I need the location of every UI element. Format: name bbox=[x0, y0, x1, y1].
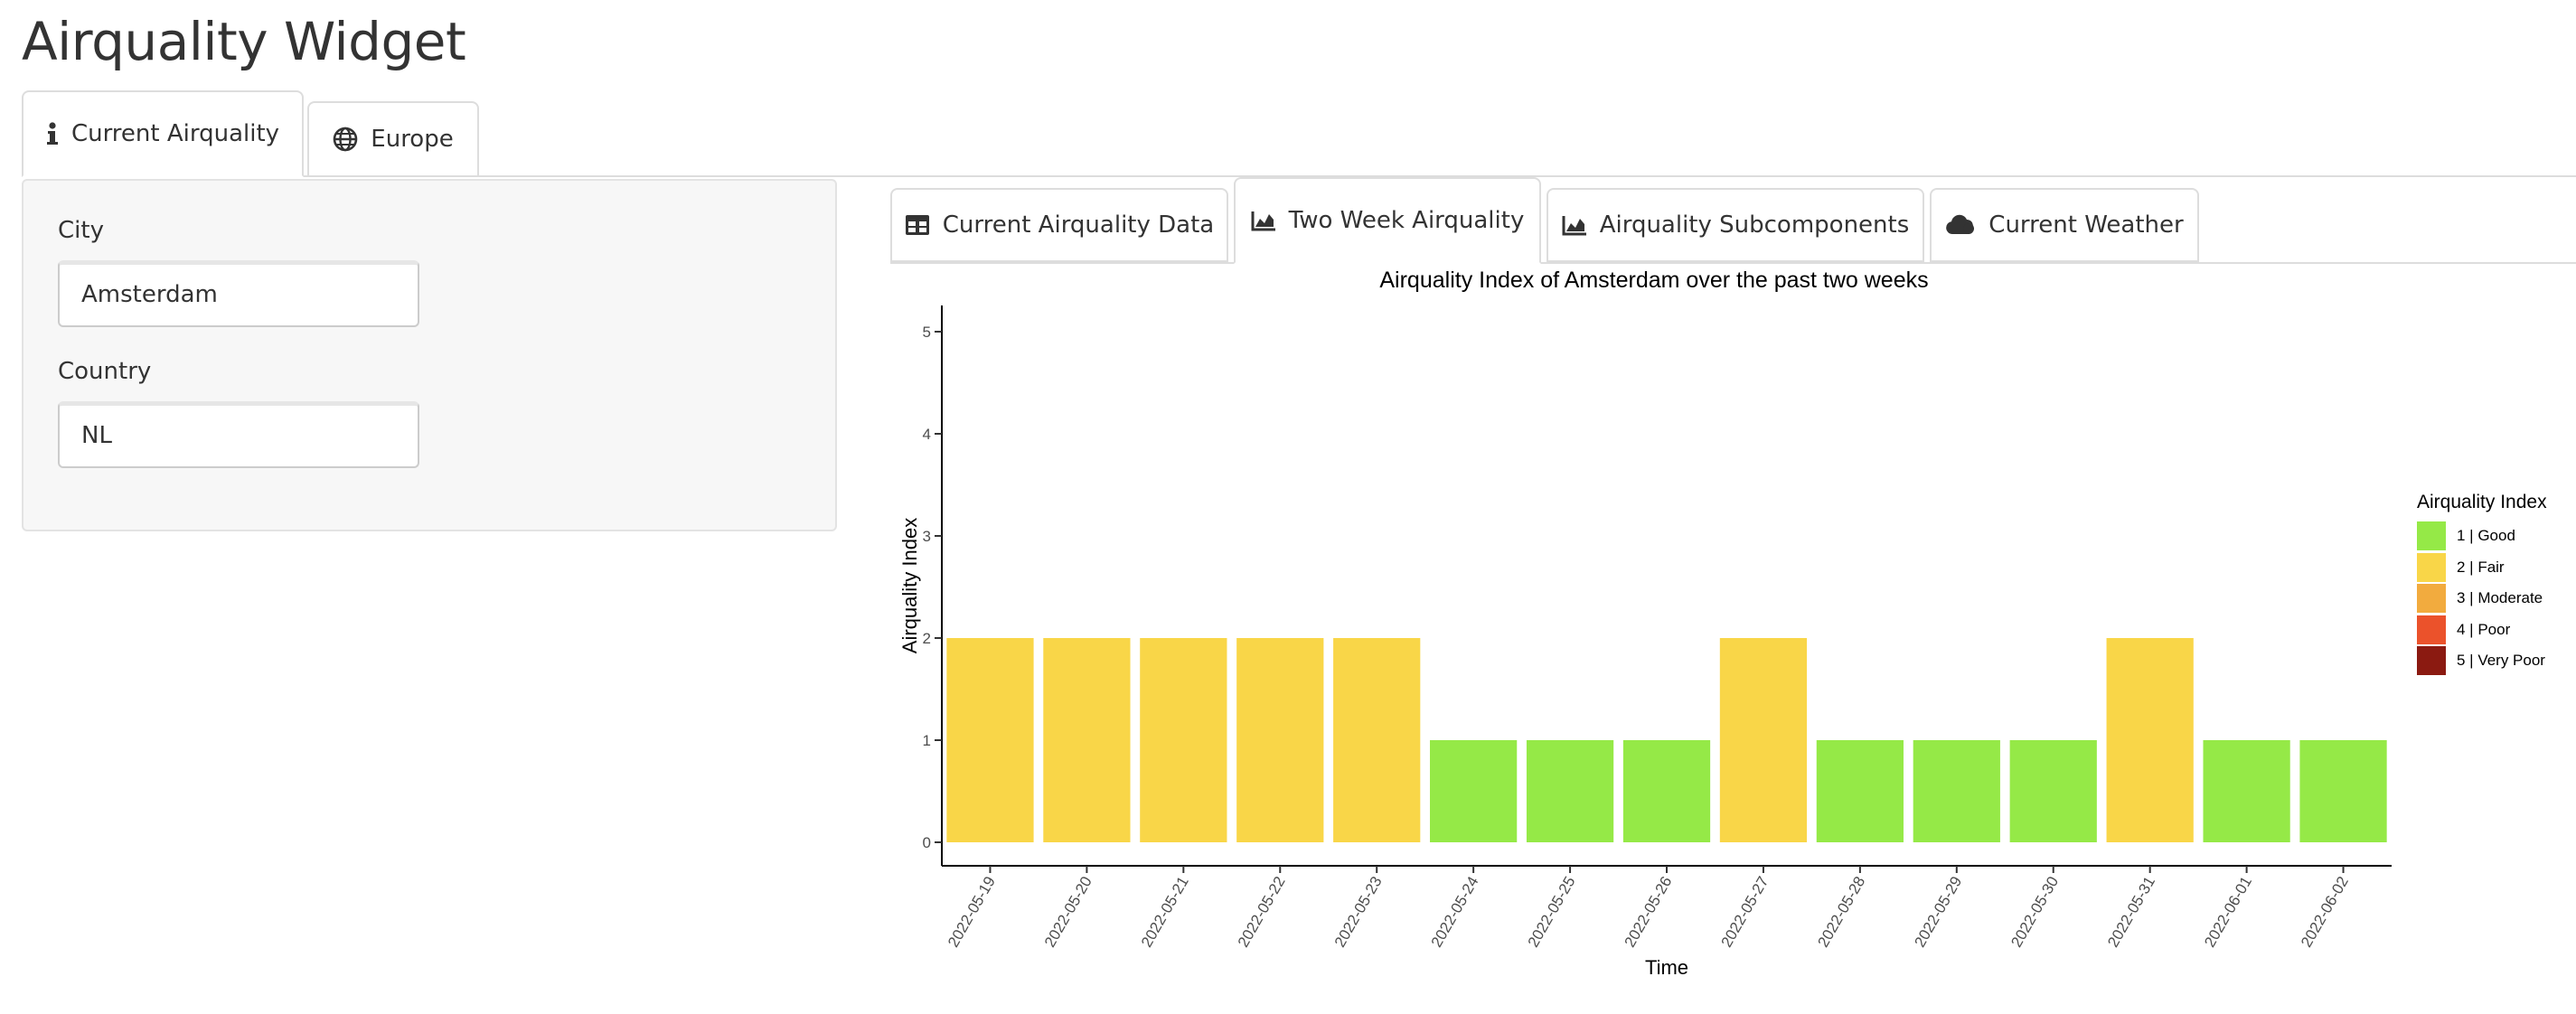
x-tick-label: 2022-05-19 bbox=[945, 874, 999, 951]
x-tick-label: 2022-05-26 bbox=[1622, 874, 1676, 951]
area-chart-icon bbox=[1251, 210, 1276, 231]
tab-label: Two Week Airquality bbox=[1288, 207, 1525, 234]
x-tick-label: 2022-05-24 bbox=[1428, 874, 1482, 951]
globe-icon bbox=[333, 127, 358, 152]
legend-item: 4 | Poor bbox=[2417, 615, 2547, 646]
bar bbox=[1333, 638, 1421, 842]
info-icon bbox=[46, 122, 59, 146]
legend-item: 2 | Fair bbox=[2417, 552, 2547, 584]
bar bbox=[1043, 638, 1131, 842]
bar bbox=[1140, 638, 1227, 842]
bar bbox=[1913, 740, 2000, 842]
bar bbox=[946, 638, 1034, 842]
legend-label: 1 | Good bbox=[2457, 527, 2515, 545]
bar bbox=[1816, 740, 1904, 842]
bar bbox=[1622, 740, 1711, 842]
tab-two-week-airquality[interactable]: Two Week Airquality bbox=[1234, 177, 1541, 264]
x-tick-label: 2022-05-29 bbox=[1911, 874, 1965, 951]
legend-label: 2 | Fair bbox=[2457, 558, 2505, 576]
x-tick-label: 2022-05-30 bbox=[2007, 874, 2062, 951]
x-tick-label: 2022-05-20 bbox=[1041, 874, 1095, 951]
area-chart-icon bbox=[1562, 214, 1587, 236]
y-axis-title: Airquality Index bbox=[898, 518, 921, 653]
x-tick-label: 2022-05-31 bbox=[2104, 874, 2158, 951]
chart-plot: 0 1 2 3 4 5 2022-05-19 2022-05-20 2022-05-21 2022… bbox=[898, 305, 2392, 979]
main-tabs: Current Airquality Europe bbox=[22, 90, 2576, 177]
y-tick-label: 4 bbox=[923, 426, 931, 443]
y-tick-label: 0 bbox=[923, 834, 931, 851]
x-tick-label: 2022-05-28 bbox=[1814, 874, 1868, 951]
legend-label: 3 | Moderate bbox=[2457, 589, 2543, 607]
legend-swatch bbox=[2417, 552, 2446, 582]
city-input[interactable]: Amsterdam bbox=[58, 260, 419, 327]
country-input[interactable]: NL bbox=[58, 401, 419, 468]
legend-item: 1 | Good bbox=[2417, 521, 2547, 552]
city-label: City bbox=[58, 217, 104, 244]
x-tick-label: 2022-05-27 bbox=[1717, 874, 1772, 951]
app-title: Airquality Widget bbox=[22, 11, 466, 72]
tab-current-weather[interactable]: Current Weather bbox=[1930, 188, 2199, 262]
tab-europe[interactable]: Europe bbox=[307, 101, 479, 177]
airquality-chart: Airquality Index of Amsterdam over the p… bbox=[886, 266, 2576, 989]
legend-item: 5 | Very Poor bbox=[2417, 645, 2547, 677]
tab-label: Current Airquality Data bbox=[942, 211, 1215, 239]
tab-label: Current Airquality bbox=[71, 120, 280, 147]
legend-swatch bbox=[2417, 521, 2446, 551]
x-tick-label: 2022-05-23 bbox=[1331, 874, 1386, 951]
legend-swatch bbox=[2417, 584, 2446, 614]
tab-label: Europe bbox=[371, 126, 454, 153]
y-tick-label: 1 bbox=[923, 732, 931, 749]
chart-title: Airquality Index of Amsterdam over the p… bbox=[1379, 268, 1929, 293]
sub-tabs: Current Airquality Data Two Week Airqual… bbox=[890, 177, 2576, 264]
x-tick-label: 2022-05-21 bbox=[1138, 874, 1192, 951]
legend-swatch bbox=[2417, 646, 2446, 676]
country-label: Country bbox=[58, 358, 152, 385]
legend-swatch bbox=[2417, 615, 2446, 644]
legend-item: 3 | Moderate bbox=[2417, 583, 2547, 615]
y-tick-label: 2 bbox=[923, 630, 931, 647]
cloud-icon bbox=[1945, 214, 1976, 236]
tab-current-airquality[interactable]: Current Airquality bbox=[22, 90, 304, 177]
bar bbox=[2106, 638, 2194, 842]
bar bbox=[2299, 740, 2387, 842]
legend-label: 4 | Poor bbox=[2457, 620, 2511, 638]
tab-airquality-subcomponents[interactable]: Airquality Subcomponents bbox=[1547, 188, 1924, 262]
y-tick-label: 5 bbox=[923, 324, 931, 341]
tab-label: Airquality Subcomponents bbox=[1599, 211, 1910, 239]
bar bbox=[1526, 740, 1614, 842]
x-tick-label: 2022-05-25 bbox=[1525, 874, 1579, 951]
chart-legend: Airquality Index 1 | Good 2 | Fair 3 | Mod… bbox=[2417, 492, 2547, 677]
bar bbox=[2009, 740, 2097, 842]
legend-title: Airquality Index bbox=[2417, 492, 2547, 512]
bar bbox=[2203, 740, 2290, 842]
bar bbox=[1430, 740, 1518, 842]
x-tick-label: 2022-06-02 bbox=[2298, 874, 2352, 951]
tab-label: Current Weather bbox=[1988, 211, 2184, 239]
x-axis-title: Time bbox=[1645, 956, 1688, 979]
x-tick-label: 2022-05-22 bbox=[1235, 874, 1289, 951]
y-tick-label: 3 bbox=[923, 528, 931, 545]
bar bbox=[1236, 638, 1324, 842]
bar bbox=[1719, 638, 1808, 842]
table-icon bbox=[905, 214, 930, 236]
x-tick-label: 2022-06-01 bbox=[2201, 874, 2255, 951]
tab-current-airquality-data[interactable]: Current Airquality Data bbox=[890, 188, 1228, 262]
legend-label: 5 | Very Poor bbox=[2457, 652, 2545, 670]
sidebar-panel: City Amsterdam Country NL bbox=[22, 179, 837, 531]
